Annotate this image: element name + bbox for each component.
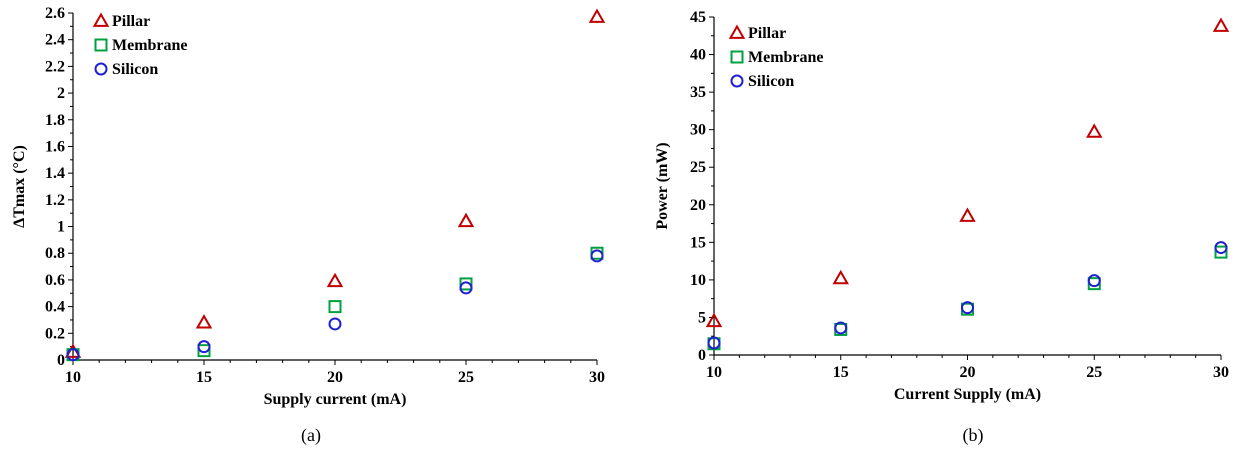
x-tick-label: 15: [833, 364, 849, 381]
x-tick-label: 25: [1086, 364, 1102, 381]
y-tick-label: 10: [690, 272, 706, 289]
x-tick-label: 10: [65, 369, 81, 386]
legend-marker-membrane: [94, 38, 108, 52]
legend-marker-silicon: [730, 74, 744, 88]
data-point-silicon: [459, 281, 473, 295]
data-point-membrane: [1214, 245, 1228, 259]
y-tick-label: 15: [690, 234, 706, 251]
chart-panel-a: 0 0.2 0.4 0.6 0.8 1 1.2 1.4 1.6 1.8 2 2.2 2.4 2.6 10 15…: [11, 5, 606, 446]
y-tick-label: 5: [698, 309, 706, 326]
x-tick-label: 25: [458, 369, 474, 386]
chart-panel-b: 0 5 10 15 20 25 30 35 40 45 10 15 20 25 30 Current Supp…: [619, 0, 1238, 450]
y-tick-label: 1.8: [45, 112, 65, 129]
x-tick-label: 20: [327, 369, 343, 386]
x-axis-title: Current Supply (mA): [894, 386, 1041, 403]
y-tick-label: 1.2: [45, 192, 65, 209]
data-point-pillar: [326, 272, 344, 288]
data-point-silicon: [590, 249, 604, 263]
data-point-silicon: [1087, 274, 1101, 288]
y-tick-label: 25: [690, 159, 706, 176]
data-point-pillar: [588, 8, 606, 23]
y-tick-label: 2.6: [45, 5, 65, 22]
y-tick-label: 0.8: [45, 245, 65, 262]
y-tick-label: 1: [57, 219, 65, 236]
x-tick-label: 10: [706, 364, 722, 381]
data-point-pillar: [1086, 123, 1103, 138]
data-point-membrane: [459, 277, 473, 291]
x-tick-label: 15: [196, 369, 212, 386]
x-tick-label: 30: [589, 369, 605, 386]
data-point-silicon: [1214, 241, 1228, 255]
data-point-pillar: [959, 207, 976, 222]
y-tick-label: 2.4: [45, 32, 65, 49]
y-tick-label: 35: [690, 84, 706, 101]
legend-marker-membrane: [730, 50, 744, 64]
legend-label-pillar: Pillar: [748, 25, 786, 42]
x-tick-label: 30: [1213, 364, 1229, 381]
legend-label-silicon: Silicon: [112, 61, 158, 78]
data-point-silicon: [961, 301, 974, 315]
legend-marker-silicon: [94, 62, 108, 76]
data-point-membrane: [197, 344, 211, 358]
y-axis-title: Power (mW): [654, 142, 671, 229]
legend-label-pillar: Pillar: [112, 13, 150, 30]
data-point-silicon: [707, 336, 721, 350]
legend-label-membrane: Membrane: [112, 37, 188, 54]
data-point-silicon: [834, 321, 848, 335]
data-point-pillar: [195, 314, 213, 329]
y-tick-label: 0: [698, 347, 706, 364]
chart-caption: (a): [301, 425, 321, 446]
data-point-silicon: [328, 317, 342, 331]
y-tick-label: 0.2: [45, 325, 65, 342]
y-tick-label: 2.2: [45, 58, 65, 75]
data-point-pillar: [457, 212, 475, 228]
data-point-pillar: [832, 269, 849, 285]
chart-a-svg: 0 0.2 0.4 0.6 0.8 1 1.2 1.4 1.6 1.8 2 2.2 2.4 2.6 10 15…: [11, 5, 606, 446]
y-tick-label: 20: [690, 197, 706, 214]
chart-b-svg: 0 5 10 15 20 25 30 35 40 45 10 15 20 25 30 Current Supp…: [654, 9, 1230, 446]
x-tick-label: 20: [960, 364, 976, 381]
y-tick-label: 45: [690, 9, 706, 26]
y-tick-label: 0.6: [45, 272, 65, 289]
x-axis-title: Supply current (mA): [264, 391, 407, 408]
data-point-pillar: [705, 312, 723, 328]
y-tick-label: 30: [690, 122, 706, 139]
legend-label-silicon: Silicon: [748, 73, 794, 90]
y-tick-label: 1.4: [45, 165, 65, 182]
data-point-silicon: [66, 348, 80, 362]
legend-marker-pillar: [92, 12, 110, 27]
y-tick-label: 2: [57, 85, 65, 102]
y-axis-title: ΔTmax (°C): [11, 145, 28, 228]
data-point-membrane: [328, 300, 342, 314]
chart-caption: (b): [963, 425, 984, 446]
data-point-pillar: [1212, 17, 1230, 32]
y-tick-label: 0: [57, 352, 65, 369]
y-tick-label: 0.4: [45, 299, 65, 316]
legend-marker-pillar: [728, 24, 746, 39]
legend-label-membrane: Membrane: [748, 49, 824, 66]
y-tick-label: 40: [690, 47, 706, 64]
y-tick-label: 1.6: [45, 138, 65, 155]
data-point-silicon: [197, 340, 211, 354]
